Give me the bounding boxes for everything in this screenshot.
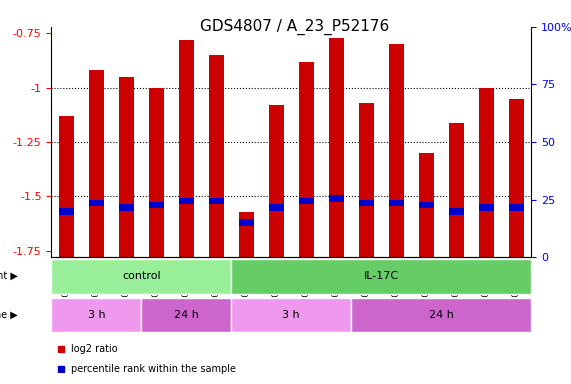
FancyBboxPatch shape <box>51 298 142 332</box>
Bar <box>329 195 344 202</box>
Text: GDS4807 / A_23_P52176: GDS4807 / A_23_P52176 <box>200 19 389 35</box>
Bar <box>449 122 464 257</box>
Bar <box>209 197 224 204</box>
Bar <box>59 209 74 215</box>
Bar <box>419 202 433 209</box>
Text: control: control <box>122 271 160 281</box>
Bar <box>478 88 493 257</box>
Text: 3 h: 3 h <box>283 310 300 320</box>
FancyBboxPatch shape <box>351 298 531 332</box>
Text: 24 h: 24 h <box>429 310 453 320</box>
Bar <box>89 200 104 206</box>
Bar <box>119 204 134 210</box>
Bar <box>449 209 464 215</box>
Bar <box>59 116 74 257</box>
Bar <box>269 204 284 210</box>
Bar <box>149 202 164 209</box>
Bar <box>269 105 284 257</box>
Bar <box>389 44 404 257</box>
Bar <box>359 200 373 206</box>
Text: log2 ratio: log2 ratio <box>71 344 117 354</box>
Bar <box>509 99 524 257</box>
Bar <box>419 153 433 257</box>
Text: time ▶: time ▶ <box>0 310 18 320</box>
Bar <box>89 70 104 257</box>
Text: percentile rank within the sample: percentile rank within the sample <box>71 364 236 374</box>
FancyBboxPatch shape <box>231 259 531 294</box>
Text: IL-17C: IL-17C <box>364 271 399 281</box>
Bar <box>299 62 313 257</box>
Bar <box>389 200 404 206</box>
Bar <box>299 197 313 204</box>
FancyBboxPatch shape <box>231 298 351 332</box>
Bar <box>359 103 373 257</box>
Bar <box>329 38 344 257</box>
FancyBboxPatch shape <box>142 298 231 332</box>
Bar <box>149 88 164 257</box>
Text: 24 h: 24 h <box>174 310 199 320</box>
Text: 3 h: 3 h <box>87 310 105 320</box>
Bar <box>119 77 134 257</box>
Text: agent ▶: agent ▶ <box>0 271 18 281</box>
Bar <box>239 219 254 226</box>
Bar <box>209 55 224 257</box>
Bar <box>239 212 254 257</box>
Bar <box>478 204 493 210</box>
FancyBboxPatch shape <box>51 259 231 294</box>
Bar <box>179 40 194 257</box>
Bar <box>179 197 194 204</box>
Bar <box>509 204 524 210</box>
